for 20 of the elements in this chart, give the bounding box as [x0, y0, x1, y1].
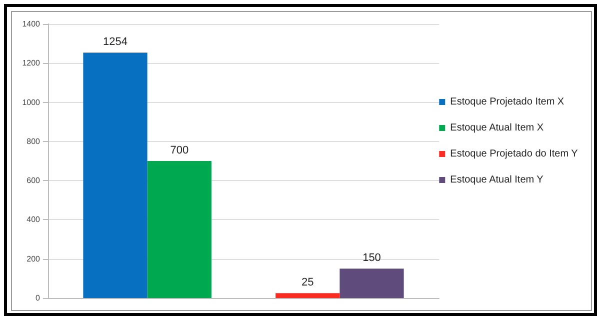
y-tick-label: 600: [26, 176, 41, 186]
y-tick-label: 200: [26, 254, 41, 264]
bar: [83, 52, 148, 298]
data-label: 150: [362, 252, 381, 264]
data-label: 25: [302, 276, 314, 289]
legend-label: Estoque Projetado Item X: [450, 96, 564, 108]
y-tick-label: 400: [26, 215, 41, 224]
y-tick-label: 0: [36, 294, 41, 302]
legend-label: Estoque Atual Item X: [450, 122, 544, 134]
y-tick-label: 1400: [22, 20, 41, 28]
legend-label: Estoque Projetado do Item Y: [450, 148, 578, 160]
bar: [276, 293, 340, 298]
y-tick-label: 1000: [22, 98, 41, 107]
legend-label: Estoque Atual Item Y: [450, 174, 544, 186]
bar: [147, 161, 212, 298]
y-tick-label: 1200: [22, 58, 41, 68]
y-tick-label: 800: [26, 136, 41, 146]
data-label: 700: [170, 144, 189, 156]
bar: [340, 268, 404, 298]
data-label: 1254: [103, 36, 128, 48]
